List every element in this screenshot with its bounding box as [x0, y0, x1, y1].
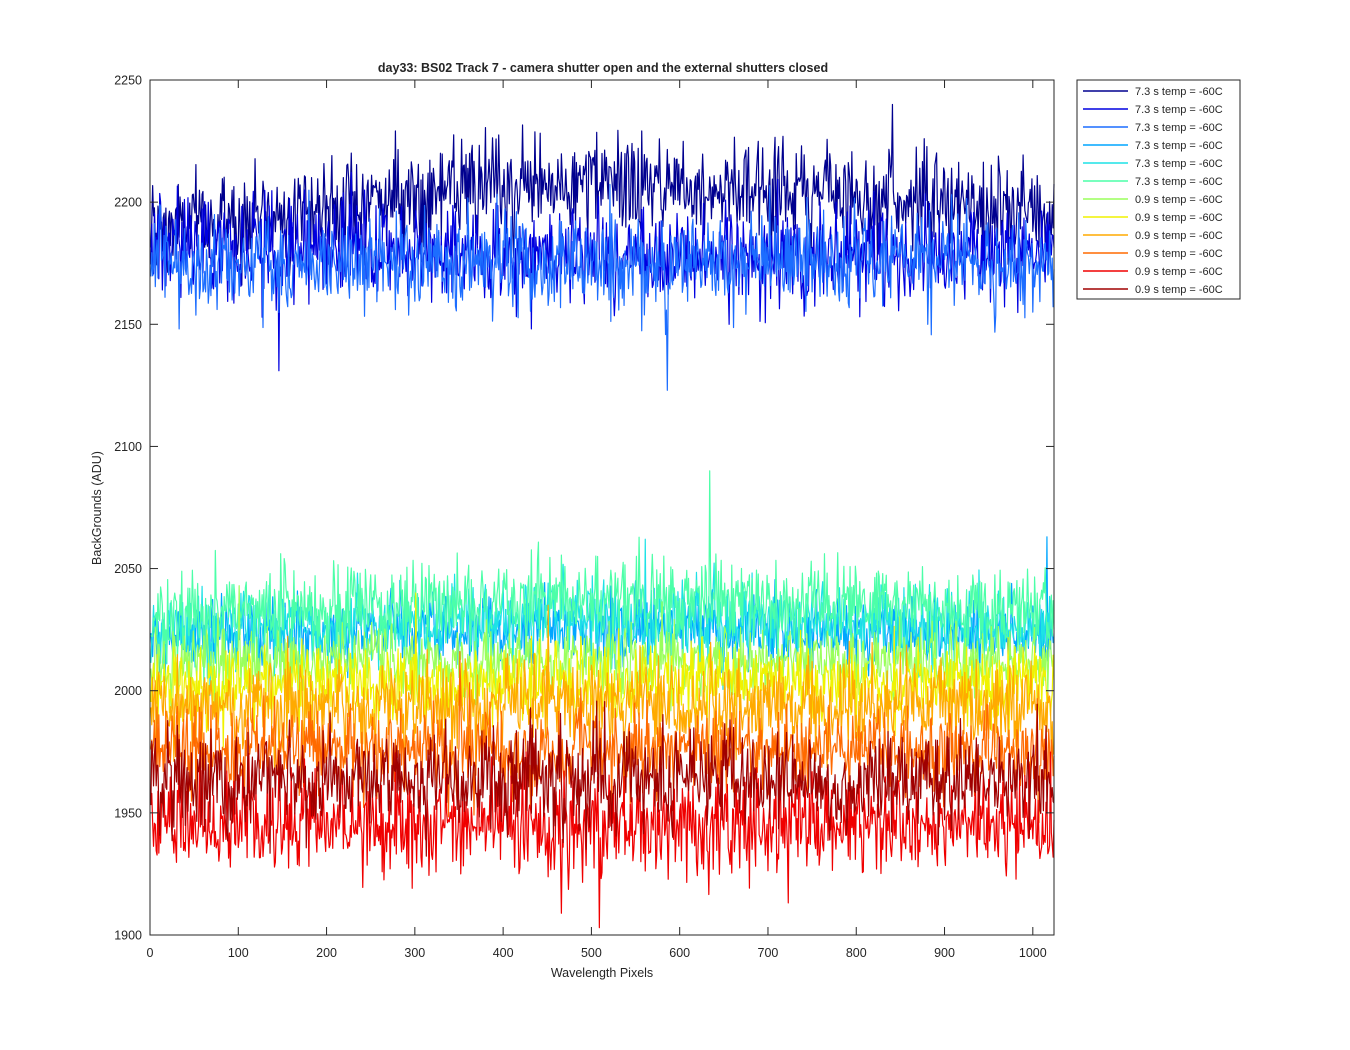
legend-label: 0.9 s temp = -60C	[1135, 230, 1223, 242]
series-line-5	[150, 538, 1055, 696]
x-tick-label: 200	[316, 946, 337, 960]
series-line-11	[150, 751, 1055, 929]
legend-label: 7.3 s temp = -60C	[1135, 122, 1223, 134]
x-tick-label: 0	[147, 946, 154, 960]
x-axis-label: Wavelength Pixels	[551, 966, 653, 980]
x-tick-label: 300	[404, 946, 425, 960]
y-tick-label: 2000	[114, 684, 142, 698]
legend-label: 7.3 s temp = -60C	[1135, 176, 1223, 188]
x-tick-labels: 0 100 200 300 400 500 600 700 800 900 1000	[147, 946, 1047, 960]
x-tick-label: 900	[934, 946, 955, 960]
legend-items: 7.3 s temp = -60C 7.3 s temp = -60C 7.3 s …	[1083, 86, 1223, 296]
legend-label: 0.9 s temp = -60C	[1135, 284, 1223, 296]
y-tick-label: 2100	[114, 440, 142, 454]
y-axis-label: BackGrounds (ADU)	[90, 451, 104, 565]
x-tick-label: 600	[669, 946, 690, 960]
x-tick-label: 100	[228, 946, 249, 960]
legend-label: 0.9 s temp = -60C	[1135, 194, 1223, 206]
series-line-12	[150, 700, 1055, 857]
legend-label: 7.3 s temp = -60C	[1135, 158, 1223, 170]
y-tick-label: 2150	[114, 318, 142, 332]
y-tick-label: 2050	[114, 562, 142, 576]
series-line-6	[150, 470, 1055, 687]
legend-label: 0.9 s temp = -60C	[1135, 266, 1223, 278]
legend: 7.3 s temp = -60C 7.3 s temp = -60C 7.3 s …	[1076, 79, 1241, 300]
legend-box	[1076, 79, 1241, 300]
y-tick-label: 2200	[114, 196, 142, 210]
series-line-1	[150, 103, 1055, 286]
y-tick-label: 1900	[114, 929, 142, 943]
x-tick-label: 500	[581, 946, 602, 960]
legend-label: 7.3 s temp = -60C	[1135, 86, 1223, 98]
x-tick-label: 400	[493, 946, 514, 960]
plot-frame	[149, 79, 1055, 936]
series-line-9	[150, 604, 1055, 788]
axis-ticks	[149, 79, 1054, 936]
chart-title: day33: BS02 Track 7 - camera shutter ope…	[378, 61, 828, 75]
legend-label: 0.9 s temp = -60C	[1135, 212, 1223, 224]
legend-label: 7.3 s temp = -60C	[1135, 104, 1223, 116]
legend-label: 0.9 s temp = -60C	[1135, 248, 1223, 260]
y-tick-label: 2250	[114, 74, 142, 88]
series-lines	[150, 103, 1055, 929]
series-line-10	[150, 651, 1055, 824]
y-tick-label: 1950	[114, 806, 142, 820]
series-line-3	[150, 183, 1055, 391]
legend-label: 7.3 s temp = -60C	[1135, 140, 1223, 152]
y-tick-labels: 1900 1950 2000 2050 2100 2150 2200 2250	[114, 74, 142, 943]
x-tick-label: 700	[758, 946, 779, 960]
x-tick-label: 800	[846, 946, 867, 960]
x-tick-label: 1000	[1019, 946, 1047, 960]
